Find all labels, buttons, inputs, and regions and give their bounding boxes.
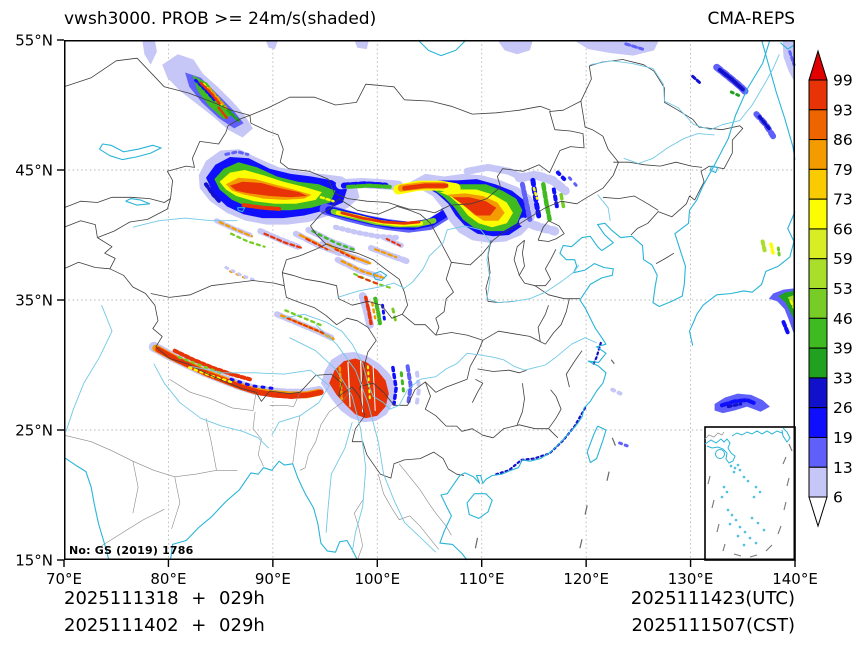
- colorbar-tick-label: 19: [833, 429, 853, 447]
- x-tick-label: 140°E: [772, 570, 818, 588]
- x-tick-label: 80°E: [150, 570, 186, 588]
- colorbar-tick-label: 59: [833, 250, 853, 268]
- axis-ticks-and-labels: 70°E 80°E 90°E 100°E 110°E 120°E 130°E 140°E 55°…: [15, 32, 818, 589]
- colorbar-tick-label: 46: [833, 310, 853, 328]
- colorbar-tick-label: 33: [833, 369, 853, 387]
- footer-init-cst: 2025111402 + 029h: [64, 615, 265, 636]
- coastlines: [63, 39, 796, 561]
- x-tick-label: 100°E: [354, 570, 400, 588]
- chart-title: vwsh3000. PROB >= 24m/s(shaded): [64, 9, 377, 29]
- model-label: CMA-REPS: [707, 9, 795, 29]
- y-tick-label: 25°N: [15, 422, 53, 440]
- x-tick-label: 120°E: [563, 570, 609, 588]
- gs-license-note: No: GS (2019) 1786: [69, 544, 194, 557]
- colorbar: 99 93 86 79 73 66 59 53 46 39 33 26 19 13 6: [808, 49, 853, 528]
- colorbar-tick-label: 93: [833, 101, 853, 119]
- rivers: [65, 54, 780, 553]
- footer-valid-utc: 2025111423(UTC): [630, 588, 795, 609]
- nine-dash-line: [474, 359, 616, 549]
- x-tick-label: 70°E: [46, 570, 82, 588]
- x-tick-label: 130°E: [668, 570, 714, 588]
- minor-borders: [63, 379, 452, 561]
- colorbar-tick-label: 66: [833, 220, 853, 238]
- y-tick-label: 45°N: [15, 162, 53, 180]
- colorbar-tick-label: 6: [833, 489, 843, 507]
- graticule-grid: [64, 40, 795, 560]
- colorbar-tick-label: 86: [833, 131, 853, 149]
- colorbar-tick-label: 53: [833, 280, 853, 298]
- colorbar-tick-label: 26: [833, 399, 853, 417]
- x-tick-label: 110°E: [459, 570, 505, 588]
- plot-frame: [64, 40, 795, 560]
- colorbar-tick-label: 13: [833, 459, 853, 477]
- colorbar-scale: 99 93 86 79 73 66 59 53 46 39 33 26 19 13 6: [808, 49, 853, 528]
- colorbar-tick-label: 79: [833, 161, 853, 179]
- colorbar-tick-label: 39: [833, 340, 853, 358]
- country-province-borders: [63, 57, 744, 479]
- footer-valid-cst: 2025111507(CST): [631, 615, 795, 636]
- colorbar-tick-label: 99: [833, 72, 853, 90]
- map-canvas: 70°E 80°E 90°E 100°E 110°E 120°E 130°E 140°E 55°…: [15, 32, 818, 589]
- probability-shading-layer: [142, 40, 796, 476]
- y-tick-label: 15°N: [15, 552, 53, 570]
- south-china-sea-inset: [704, 426, 796, 561]
- y-tick-label: 55°N: [15, 32, 53, 50]
- x-tick-label: 90°E: [255, 570, 291, 588]
- footer-init-utc: 2025111318 + 029h: [64, 588, 265, 609]
- y-tick-label: 35°N: [15, 292, 53, 310]
- colorbar-tick-label: 73: [833, 191, 853, 209]
